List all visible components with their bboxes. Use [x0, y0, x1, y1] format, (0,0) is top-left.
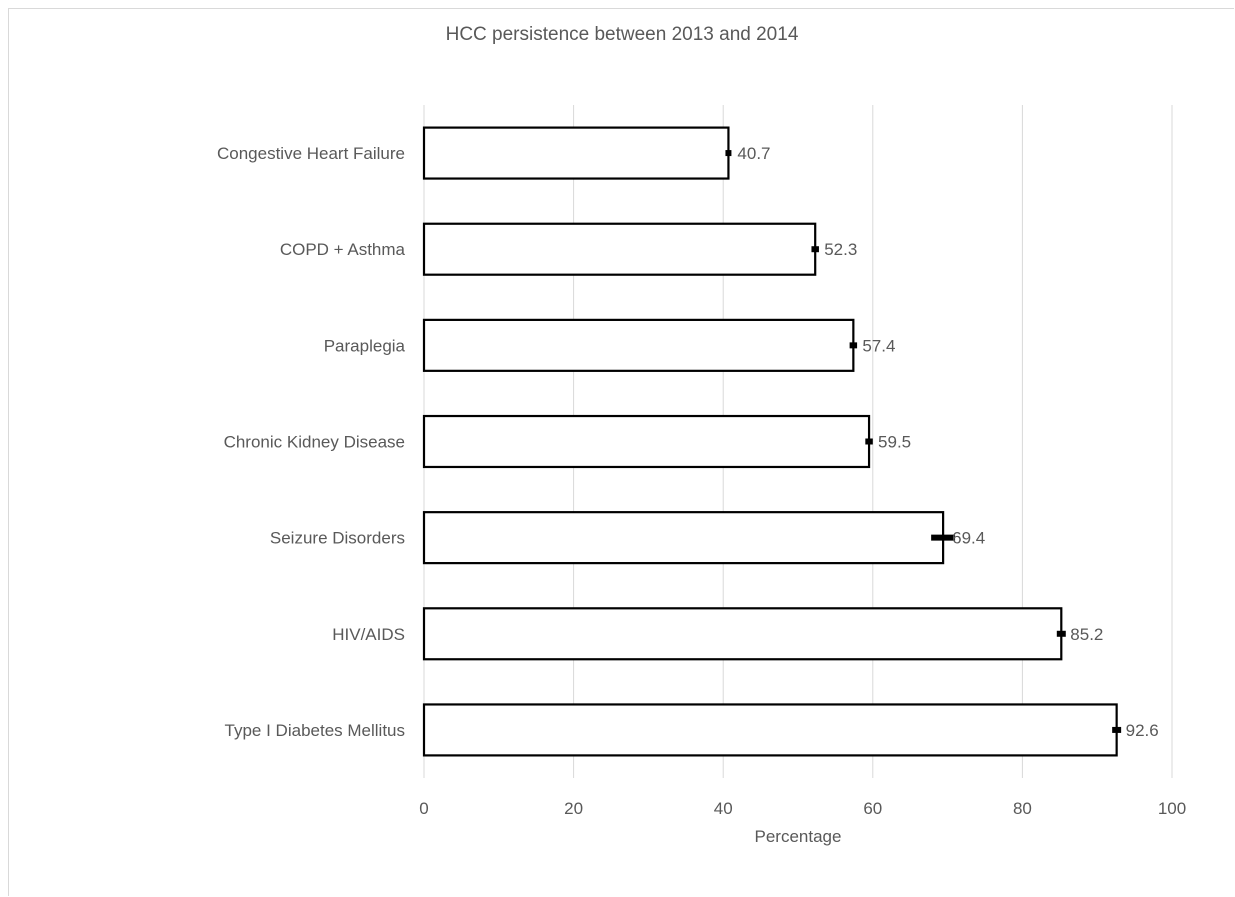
chart-frame — [8, 8, 1234, 896]
bar-6 — [422, 703, 1118, 757]
value-label-2: 57.4 — [862, 336, 895, 355]
x-tick-label-0: 0 — [419, 799, 428, 818]
bar-group-0: 40.7 — [422, 126, 771, 180]
value-label-1: 52.3 — [824, 240, 857, 259]
value-label-5: 85.2 — [1070, 625, 1103, 644]
bars-layer: 40.7 52.3 57.4 59.5 69.4 85.2 92.6 — [422, 126, 1159, 757]
x-tick-label-5: 100 — [1158, 799, 1186, 818]
bar-group-1: 52.3 — [422, 222, 857, 276]
x-tick-labels: 0 20 40 60 80 100 — [419, 799, 1186, 818]
category-labels: Congestive Heart Failure COPD + Asthma Par… — [217, 144, 406, 740]
category-label-6: Type I Diabetes Mellitus — [225, 721, 405, 740]
bar-group-4: 69.4 — [422, 511, 985, 565]
value-label-0: 40.7 — [737, 144, 770, 163]
bar-group-3: 59.5 — [422, 414, 911, 469]
category-label-4: Seizure Disorders — [270, 529, 405, 548]
x-tick-label-1: 20 — [564, 799, 583, 818]
bar-0 — [422, 126, 730, 180]
x-tick-label-2: 40 — [714, 799, 733, 818]
chart-title: HCC persistence between 2013 and 2014 — [445, 24, 799, 45]
bar-1 — [422, 222, 817, 276]
category-label-3: Chronic Kidney Disease — [224, 433, 405, 452]
category-label-0: Congestive Heart Failure — [217, 144, 405, 163]
bar-4 — [422, 511, 945, 565]
bar-2 — [422, 318, 855, 372]
category-label-2: Paraplegia — [324, 336, 406, 355]
x-tick-label-3: 60 — [863, 799, 882, 818]
category-label-1: COPD + Asthma — [280, 240, 406, 259]
bar-5 — [422, 607, 1063, 661]
value-label-6: 92.6 — [1126, 721, 1159, 740]
bar-3 — [422, 414, 871, 469]
value-label-3: 59.5 — [878, 433, 911, 452]
bar-group-6: 92.6 — [422, 703, 1159, 757]
bar-group-5: 85.2 — [422, 607, 1103, 661]
value-label-4: 69.4 — [952, 529, 985, 548]
x-tick-label-4: 80 — [1013, 799, 1032, 818]
x-axis-label: Percentage — [755, 827, 842, 846]
category-label-5: HIV/AIDS — [332, 625, 405, 644]
bar-group-2: 57.4 — [422, 318, 895, 372]
